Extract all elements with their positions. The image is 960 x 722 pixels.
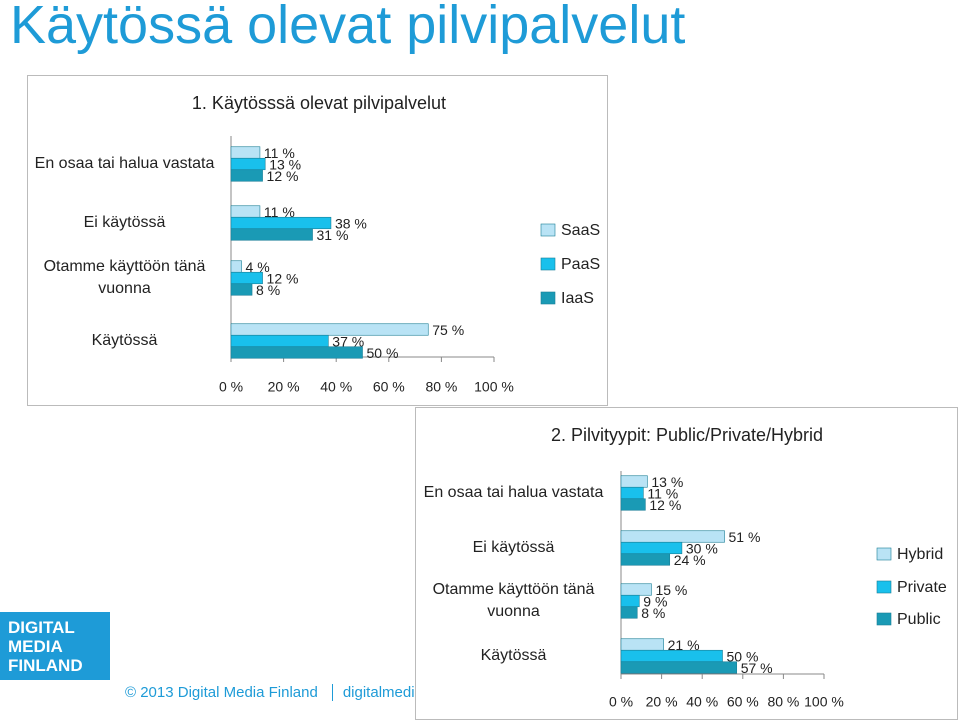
data-label: 51 % bbox=[729, 529, 761, 545]
x-tick-label: 100 % bbox=[474, 379, 514, 395]
data-label: 57 % bbox=[741, 660, 773, 676]
legend-label: PaaS bbox=[561, 256, 600, 273]
data-label: 12 % bbox=[267, 271, 299, 287]
bar bbox=[620, 486, 644, 500]
bar bbox=[620, 638, 664, 651]
data-label: 13 % bbox=[651, 474, 683, 490]
category-label: Käytössä bbox=[480, 647, 547, 664]
x-tick-label: 40 % bbox=[686, 694, 718, 710]
category-label: Ei käytössä bbox=[472, 539, 555, 556]
legend-label: Private bbox=[897, 579, 947, 596]
category-label: Ei käytössä bbox=[83, 214, 166, 231]
legend-label: Public bbox=[897, 611, 941, 628]
x-tick-label: 20 % bbox=[646, 694, 678, 710]
footer-url: digitalmedia.fi bbox=[342, 684, 435, 701]
data-label: 50 % bbox=[367, 345, 399, 361]
x-tick-label: 100 % bbox=[804, 694, 844, 710]
category-label: Otamme käyttöön tänä vuonna bbox=[43, 258, 206, 297]
bar bbox=[230, 334, 329, 348]
x-tick-label: 60 % bbox=[373, 379, 405, 395]
logo: DIGITAL MEDIA FINLAND bbox=[0, 612, 110, 680]
legend-label: Hybrid bbox=[897, 546, 943, 563]
logo-line: MEDIA bbox=[8, 637, 63, 656]
bar bbox=[230, 323, 429, 336]
logo-line: DIGITAL bbox=[8, 618, 75, 637]
x-tick-label: 0 % bbox=[609, 694, 633, 710]
slide-title: Käytössä olevat pilvipalvelut bbox=[10, 0, 686, 55]
logo-line: FINLAND bbox=[8, 656, 83, 675]
bar bbox=[620, 498, 646, 511]
legend-swatch bbox=[540, 257, 556, 271]
legend-swatch bbox=[540, 223, 556, 237]
data-label: 11 % bbox=[264, 204, 295, 220]
bar bbox=[230, 283, 253, 296]
data-label: 37 % bbox=[332, 334, 364, 350]
bar bbox=[230, 260, 242, 273]
bar bbox=[230, 346, 363, 359]
bar bbox=[230, 205, 261, 218]
x-tick-label: 80 % bbox=[767, 694, 799, 710]
data-label: 12 % bbox=[649, 497, 681, 513]
x-tick-label: 0 % bbox=[219, 379, 243, 395]
x-tick-label: 40 % bbox=[320, 379, 352, 395]
data-label: 75 % bbox=[432, 322, 464, 338]
bar bbox=[230, 228, 313, 241]
data-label: 13 % bbox=[269, 157, 301, 173]
data-label: 8 % bbox=[256, 282, 280, 298]
bar bbox=[620, 649, 723, 663]
copyright: © 2013 Digital Media Finland bbox=[125, 684, 318, 701]
x-tick-label: 20 % bbox=[268, 379, 300, 395]
legend-swatch bbox=[876, 547, 892, 561]
data-label: 15 % bbox=[655, 582, 687, 598]
data-label: 9 % bbox=[643, 594, 667, 610]
category-label: Otamme käyttöön tänä vuonna bbox=[432, 581, 595, 620]
x-tick-label: 80 % bbox=[425, 379, 457, 395]
bar bbox=[620, 661, 738, 674]
data-label: 31 % bbox=[317, 227, 349, 243]
chart-title: 2. Pilvityypit: Public/Private/Hybrid bbox=[551, 425, 823, 445]
legend-swatch bbox=[876, 580, 892, 594]
chart: 1. Käytösssä olevat pilvipalvelut 0 % 20 %… bbox=[27, 75, 608, 406]
legend-swatch bbox=[876, 612, 892, 626]
chart-title: 1. Käytösssä olevat pilvipalvelut bbox=[192, 93, 446, 113]
category-label: Käytössä bbox=[91, 332, 158, 349]
plot: 1. Käytösssä olevat pilvipalvelut 0 % 20 %… bbox=[192, 93, 600, 395]
data-label: 12 % bbox=[267, 168, 299, 184]
bar bbox=[620, 594, 640, 608]
category-label: En osaa tai halua vastata bbox=[423, 484, 604, 501]
bar bbox=[230, 157, 266, 171]
legend-label: IaaS bbox=[561, 290, 594, 307]
data-label: 21 % bbox=[668, 637, 700, 653]
legend-swatch bbox=[540, 291, 556, 305]
data-label: 11 % bbox=[647, 486, 678, 502]
plot: 2. Pilvityypit: Public/Private/Hybrid 0 %… bbox=[551, 425, 947, 710]
data-label: 30 % bbox=[686, 541, 718, 557]
data-label: 50 % bbox=[727, 649, 759, 665]
legend-label: SaaS bbox=[561, 222, 600, 239]
data-label: 8 % bbox=[641, 605, 665, 621]
data-label: 11 % bbox=[264, 145, 295, 161]
bar bbox=[230, 146, 261, 159]
footer: © 2013 Digital Media Finland digitalmedia… bbox=[125, 684, 435, 701]
x-tick-label: 60 % bbox=[727, 694, 759, 710]
category-label: En osaa tai halua vastata bbox=[34, 155, 215, 172]
bar bbox=[620, 553, 671, 566]
data-label: 38 % bbox=[335, 216, 367, 232]
bar bbox=[620, 606, 638, 619]
bar bbox=[230, 169, 263, 182]
separator bbox=[331, 684, 333, 701]
bar bbox=[620, 475, 648, 488]
data-label: 4 % bbox=[246, 259, 270, 275]
data-label: 24 % bbox=[674, 552, 706, 568]
chart: 2. Pilvityypit: Public/Private/Hybrid 0 %… bbox=[415, 407, 958, 720]
